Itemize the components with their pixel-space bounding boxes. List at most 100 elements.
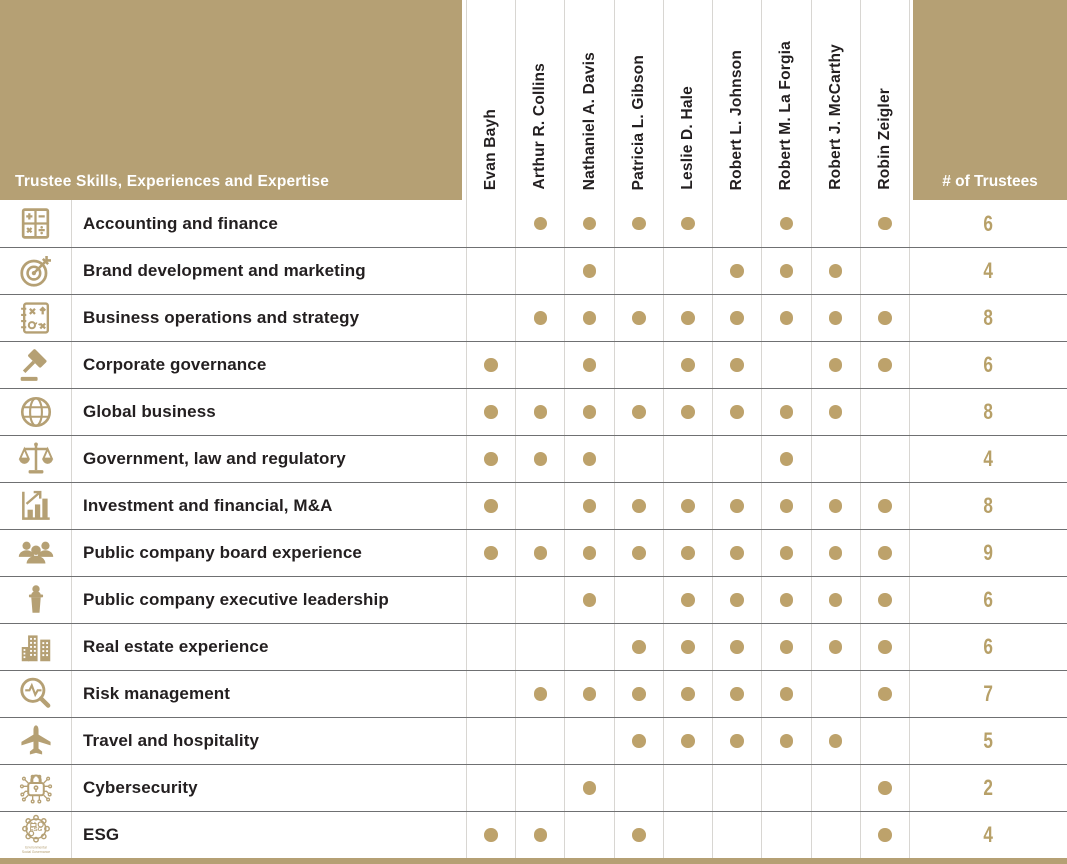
esg-gear-icon: ESG Environmental Social Governance — [0, 812, 72, 858]
mark-cell — [761, 530, 810, 576]
trustee-name: Robert M. La Forgia — [777, 40, 795, 190]
mark-cell — [810, 436, 860, 482]
skill-dot — [533, 216, 548, 231]
mark-cell — [515, 530, 564, 576]
skill-dot — [828, 311, 843, 325]
trustee-count-cell: 6 — [910, 342, 1067, 388]
trustee-name: Robin Zeigler — [875, 88, 893, 190]
skill-label: Global business — [83, 402, 216, 421]
trustee-count: 4 — [983, 822, 994, 847]
mark-cell — [564, 295, 613, 341]
skill-dot — [681, 405, 695, 419]
mark-cell — [564, 812, 613, 858]
skill-dot — [878, 358, 892, 372]
skill-dot — [730, 687, 744, 701]
mark-cell — [613, 200, 663, 247]
skill-marks — [466, 389, 910, 435]
mark-cell — [712, 483, 761, 529]
mark-cell — [712, 624, 761, 670]
trustee-count: 4 — [983, 446, 994, 471]
mark-cell — [810, 483, 860, 529]
mark-cell — [564, 577, 613, 623]
mark-cell — [564, 765, 613, 811]
trustee-count-cell: 4 — [910, 812, 1067, 858]
trustee-count: 9 — [983, 540, 994, 565]
trustee-name: Leslie D. Hale — [678, 86, 696, 190]
trustee-name: Nathaniel A. Davis — [580, 51, 598, 190]
cybersecurity-icon — [0, 765, 72, 811]
skill-dot — [681, 687, 695, 701]
mark-cell — [859, 389, 910, 435]
skill-dot — [632, 734, 646, 748]
mark-cell — [859, 200, 910, 247]
skill-dot — [582, 781, 597, 795]
skill-dot — [878, 640, 892, 654]
skill-dot — [632, 311, 646, 325]
skill-dot — [828, 264, 843, 278]
mark-cell — [859, 342, 910, 388]
skill-label: Corporate governance — [83, 355, 267, 374]
mark-cell — [466, 718, 515, 764]
mark-cell — [761, 577, 810, 623]
skill-label: Public company board experience — [83, 543, 362, 562]
mark-cell — [712, 436, 761, 482]
skill-dot — [484, 828, 498, 842]
mark-cell — [564, 718, 613, 764]
mark-cell — [466, 200, 515, 247]
trustee-name: Patricia L. Gibson — [629, 54, 647, 190]
skill-row: Business operations and strategy 8 — [0, 294, 1067, 341]
skill-row: ESG Environmental Social Governance ESG 4 — [0, 811, 1067, 858]
mark-cell — [810, 812, 860, 858]
skill-dot — [582, 405, 597, 419]
skill-dot — [582, 264, 597, 278]
mark-cell — [466, 765, 515, 811]
skill-row: Government, law and regulatory 4 — [0, 435, 1067, 482]
skill-dot — [878, 593, 892, 607]
skill-dot — [779, 499, 794, 513]
skill-dot — [484, 452, 498, 466]
mark-cell — [613, 765, 663, 811]
mark-cell — [810, 342, 860, 388]
chart-growth-icon — [0, 483, 72, 529]
skill-dot — [484, 358, 498, 372]
skill-dot — [828, 546, 843, 560]
mark-cell — [712, 200, 761, 247]
skill-label: Accounting and finance — [83, 213, 278, 233]
trustee-name-column: Leslie D. Hale — [662, 0, 713, 200]
trustee-count-cell: 4 — [910, 248, 1067, 294]
mark-cell — [613, 530, 663, 576]
mark-cell — [810, 765, 860, 811]
skill-dot — [779, 640, 794, 654]
trustee-count: 7 — [983, 681, 994, 706]
count-column-label: # of Trustees — [942, 173, 1038, 190]
mark-cell — [564, 342, 613, 388]
skill-dot — [681, 640, 695, 654]
trustee-count-cell: 9 — [910, 530, 1067, 576]
mark-cell — [810, 200, 860, 247]
mark-cell — [810, 671, 860, 717]
mark-cell — [712, 530, 761, 576]
skill-row: Global business 8 — [0, 388, 1067, 435]
mark-cell — [466, 436, 515, 482]
airplane-icon — [0, 718, 72, 764]
podium-icon — [0, 577, 72, 623]
skill-dot — [681, 734, 695, 748]
mark-cell — [662, 342, 712, 388]
skill-dot — [828, 593, 843, 607]
mark-cell — [761, 436, 810, 482]
skill-dot — [730, 264, 744, 278]
mark-cell — [466, 624, 515, 670]
skill-row: Accounting and finance 6 — [0, 200, 1067, 247]
mark-cell — [515, 200, 564, 247]
mark-cell — [564, 389, 613, 435]
skill-dot — [828, 640, 843, 654]
mark-cell — [515, 577, 564, 623]
mark-cell — [859, 248, 910, 294]
trustee-count-cell: 5 — [910, 718, 1067, 764]
skill-dot — [533, 546, 548, 560]
skill-dot — [828, 405, 843, 419]
mark-cell — [662, 295, 712, 341]
gavel-icon — [0, 342, 72, 388]
trustee-name-column: Robert L. Johnson — [712, 0, 762, 200]
